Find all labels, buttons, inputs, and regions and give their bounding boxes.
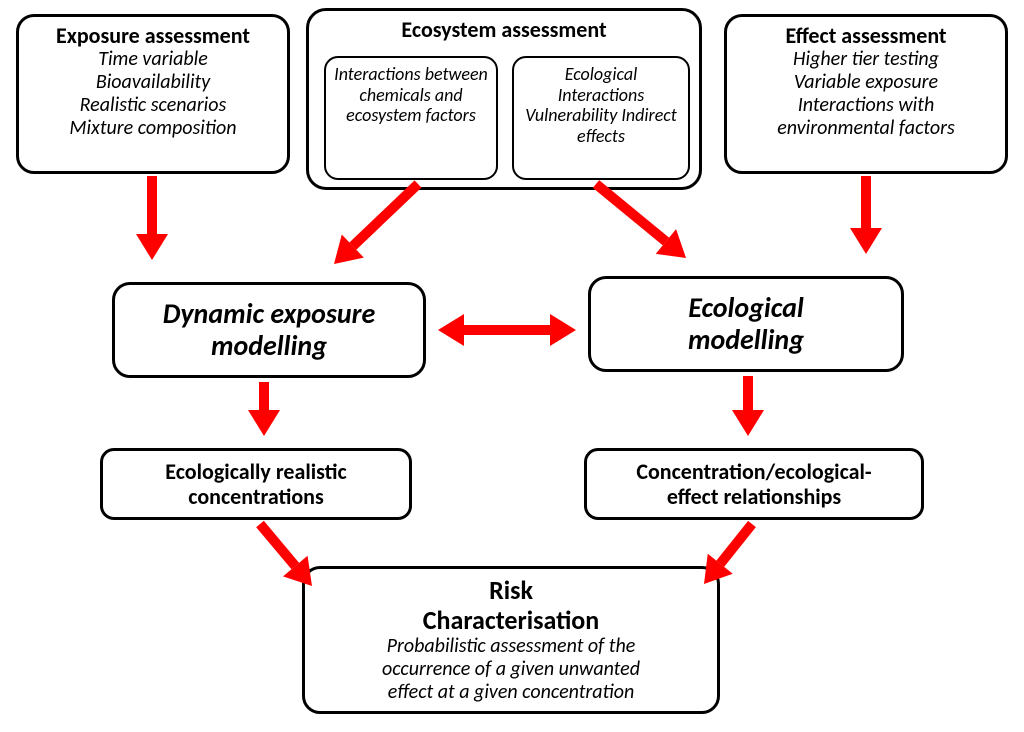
dynexp-line-1: modelling (123, 330, 415, 362)
effect-line-1: Variable exposure (735, 71, 997, 94)
risk-subtitle: Characterisation (313, 606, 709, 636)
ecorealconc-line-1: concentrations (111, 484, 401, 509)
effect-line-0: Higher tier testing (735, 48, 997, 71)
eco-inner-right-1: Interactions (558, 84, 644, 106)
exposure-title: Exposure assessment (27, 23, 279, 48)
ecosystem-inner-left: Interactions between chemicals and ecosy… (324, 56, 498, 180)
eco-inner-left-2: chemicals and (359, 84, 462, 106)
risk-body-0: Probabilistic assessment of the (313, 635, 709, 658)
eco-right-to-ecomodel-shaft (596, 184, 666, 241)
dynexp-ecomodel-bidir-head (550, 314, 576, 346)
effect-title: Effect assessment (735, 23, 997, 48)
risk-body-1: occurrence of a given unwanted (313, 658, 709, 681)
ecorealconc-line-0: Ecologically realistic (111, 459, 401, 484)
dynamic-exposure-modelling-box: Dynamic exposure modelling (112, 282, 426, 378)
exposure-line-0: Time variable (27, 48, 279, 71)
eco-inner-right-0: Ecological (565, 63, 638, 85)
eco-inner-left-3: ecosystem (346, 104, 421, 126)
risk-title: Risk (313, 576, 709, 606)
dynexp-to-ecorealconc-head (248, 410, 280, 436)
risk-body-2: effect at a given concentration (313, 681, 709, 704)
eco-inner-left-4: factors (426, 104, 476, 126)
conceco-line-1: effect relationships (595, 484, 913, 509)
effect-line-3: environmental factors (735, 117, 997, 140)
eco-inner-left-0: Interactions (334, 63, 420, 85)
ecomodel-line-0: Ecological (599, 292, 893, 324)
ecosystem-inner-right: Ecological Interactions Vulnerability In… (512, 56, 690, 180)
ecorealconc-to-risk-shaft (260, 524, 295, 566)
eco-left-to-dynexp-shaft (353, 184, 418, 246)
ecologically-realistic-concentrations-box: Ecologically realistic concentrations (100, 448, 412, 520)
ecological-modelling-box: Ecological modelling (588, 276, 904, 372)
eco-inner-left-1: between (425, 63, 488, 85)
exposure-line-2: Realistic scenarios (27, 94, 279, 117)
exposure-assessment-box: Exposure assessment Time variable Bioava… (16, 14, 290, 174)
risk-characterisation-box: Risk Characterisation Probabilistic asse… (302, 566, 720, 714)
effect-line-2: Interactions with (735, 94, 997, 117)
concentration-ecological-effect-box: Concentration/ecological- effect relatio… (584, 448, 924, 520)
ecomodel-line-1: modelling (599, 324, 893, 356)
eco-inner-right-2: Vulnerability (525, 104, 617, 126)
dynexp-line-0: Dynamic exposure (123, 298, 415, 330)
eco-left-to-dynexp-head (334, 234, 364, 264)
ecomodel-to-conceco-head (732, 410, 764, 436)
ecosystem-title: Ecosystem assessment (317, 17, 691, 42)
exposure-line-3: Mixture composition (27, 117, 279, 140)
effect-to-ecomodel-head (850, 228, 882, 254)
exposure-line-1: Bioavailability (27, 71, 279, 94)
exposure-to-dynexp-head (136, 234, 168, 260)
effect-assessment-box: Effect assessment Higher tier testing Va… (724, 14, 1008, 174)
dynexp-ecomodel-bidir-head-back (438, 314, 464, 346)
eco-right-to-ecomodel-head (656, 229, 686, 258)
conceco-to-risk-shaft (720, 524, 752, 564)
conceco-line-0: Concentration/ecological- (595, 459, 913, 484)
